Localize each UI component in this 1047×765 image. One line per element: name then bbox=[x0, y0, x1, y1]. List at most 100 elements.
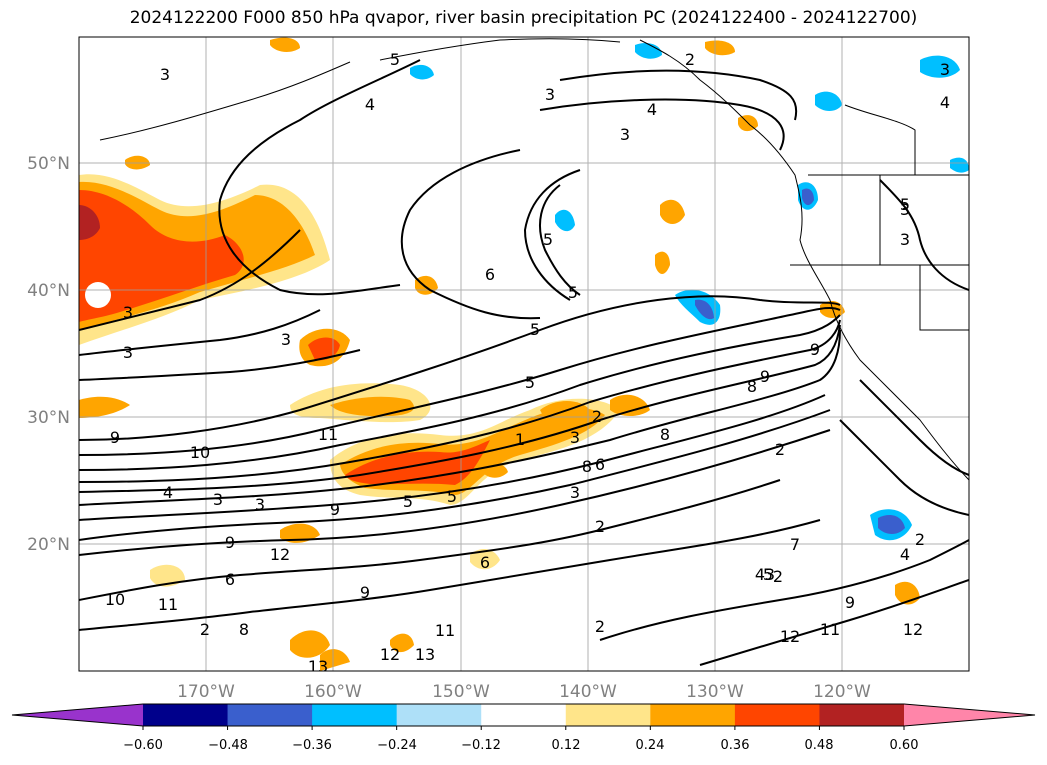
contour-label: 8 bbox=[582, 457, 592, 476]
contour-label: 3 bbox=[123, 303, 133, 322]
state-border-3 bbox=[919, 265, 969, 331]
lat-axis-labels: 50°N 40°N 30°N 20°N bbox=[27, 154, 70, 555]
contour-low-4 bbox=[539, 184, 581, 296]
contour-east-3 bbox=[879, 179, 969, 291]
precip-fill-south-6 bbox=[150, 564, 185, 587]
state-border-4 bbox=[844, 104, 916, 175]
colorbar-bin bbox=[734, 704, 820, 726]
contour-label: 4 bbox=[365, 95, 375, 114]
colorbar-bin bbox=[143, 704, 229, 726]
precip-neg-6 bbox=[555, 209, 575, 232]
contour-label: 12 bbox=[380, 645, 400, 664]
contour-south-1 bbox=[79, 479, 781, 601]
contour-label: 9 bbox=[845, 593, 855, 612]
precip-fill-west-peak bbox=[79, 205, 100, 240]
contour-label: 3 bbox=[900, 230, 910, 249]
precip-neg-5 bbox=[920, 55, 960, 78]
lat-label-20n: 20°N bbox=[27, 535, 70, 555]
precip-fill-north-1 bbox=[270, 37, 300, 52]
colorbar-bin bbox=[819, 704, 905, 726]
contour-label: 3 bbox=[545, 85, 555, 104]
contour-east-1 bbox=[859, 379, 969, 476]
contour-label: 5 bbox=[543, 230, 553, 249]
contour-jet-7 bbox=[79, 394, 826, 521]
precip-fill-35n-core bbox=[308, 337, 340, 361]
north-america-coastline bbox=[639, 39, 969, 481]
contour-jet-3 bbox=[79, 314, 841, 471]
contour-south-3 bbox=[599, 539, 969, 641]
contour-south-2 bbox=[79, 519, 821, 631]
precip-neg-2-core bbox=[878, 515, 905, 534]
contour-label: 8 bbox=[747, 377, 757, 396]
contour-label: 8 bbox=[660, 425, 670, 444]
lat-label-40n: 40°N bbox=[27, 281, 70, 301]
contour-north-3 bbox=[79, 229, 301, 331]
contour-label: 11 bbox=[318, 425, 338, 444]
contour-label: 7 bbox=[790, 535, 800, 554]
contour-label: 5 bbox=[530, 320, 540, 339]
contour-label: 5 bbox=[763, 565, 773, 584]
colorbar bbox=[11, 703, 1036, 730]
contour-label: 3 bbox=[570, 483, 580, 502]
contour-north-1 bbox=[539, 98, 785, 151]
lon-label-170w: 170°W bbox=[177, 682, 235, 702]
contour-north-2 bbox=[559, 69, 798, 121]
contour-label: 4 bbox=[647, 100, 657, 119]
lat-label-30n: 30°N bbox=[27, 408, 70, 428]
precip-neg-1-core bbox=[695, 299, 714, 320]
contour-label: 4 bbox=[755, 565, 765, 584]
contour-north-5 bbox=[79, 349, 361, 381]
coastlines bbox=[99, 38, 969, 481]
precip-fill-south-5 bbox=[280, 523, 320, 543]
precip-neg-8 bbox=[635, 43, 662, 59]
contour-label: 5 bbox=[447, 487, 457, 506]
colorbar-bin bbox=[227, 704, 313, 726]
contour-label: 2 bbox=[915, 530, 925, 549]
contour-label: 6 bbox=[485, 265, 495, 284]
map-title: 2024122200 F000 850 hPa qvapor, river ba… bbox=[129, 8, 918, 28]
colorbar-tick-labels: −0.60 −0.48 −0.36 −0.24 −0.12 0.12 0.24 … bbox=[123, 738, 918, 753]
contour-label: 2 bbox=[775, 440, 785, 459]
lon-label-140w: 140°W bbox=[559, 682, 617, 702]
contour-label: 4 bbox=[940, 93, 950, 112]
contour-label: 2 bbox=[595, 617, 605, 636]
colorbar-label-m048: −0.48 bbox=[208, 738, 248, 753]
precip-fill-north-2 bbox=[705, 40, 735, 56]
lon-label-160w: 160°W bbox=[304, 682, 362, 702]
contour-jet-1 bbox=[79, 295, 841, 441]
contour-label: 2 bbox=[592, 407, 602, 426]
contour-label: 3 bbox=[570, 428, 580, 447]
contour-jet-4 bbox=[79, 319, 841, 483]
precip-fill-30n-mid bbox=[330, 396, 414, 417]
contour-label: 1 bbox=[515, 430, 525, 449]
contour-label: 3 bbox=[123, 343, 133, 362]
contour-label: 4 bbox=[163, 483, 173, 502]
alaska-coast bbox=[379, 38, 621, 61]
contour-label: 3 bbox=[900, 200, 910, 219]
colorbar-label-036: 0.36 bbox=[721, 738, 750, 753]
contour-label: 10 bbox=[105, 590, 125, 609]
colorbar-label-060: 0.60 bbox=[890, 738, 919, 753]
contour-label: 9 bbox=[360, 583, 370, 602]
colorbar-label-m060: −0.60 bbox=[123, 738, 163, 753]
contour-jet-2 bbox=[79, 306, 841, 456]
contour-label: 6 bbox=[595, 455, 605, 474]
contour-label: 9 bbox=[110, 428, 120, 447]
contour-label: 12 bbox=[270, 545, 290, 564]
precip-neg-3-core bbox=[802, 188, 814, 206]
contour-label: 8 bbox=[239, 620, 249, 639]
contour-label: 3 bbox=[213, 490, 223, 509]
contour-jet-6 bbox=[79, 329, 841, 506]
lon-axis-labels: 170°W 160°W 150°W 140°W 130°W 120°W bbox=[177, 682, 871, 702]
precip-fill-north-5 bbox=[660, 199, 685, 225]
qvapor-contours bbox=[79, 59, 969, 666]
contour-label: 11 bbox=[435, 621, 455, 640]
contour-label: 12 bbox=[903, 620, 923, 639]
contour-label: 2 bbox=[685, 50, 695, 69]
contour-label: 5 bbox=[403, 492, 413, 511]
colorbar-bin bbox=[565, 704, 651, 726]
contour-label: 3 bbox=[620, 125, 630, 144]
precip-fill-north-7 bbox=[655, 251, 670, 275]
contour-label: 3 bbox=[940, 60, 950, 79]
